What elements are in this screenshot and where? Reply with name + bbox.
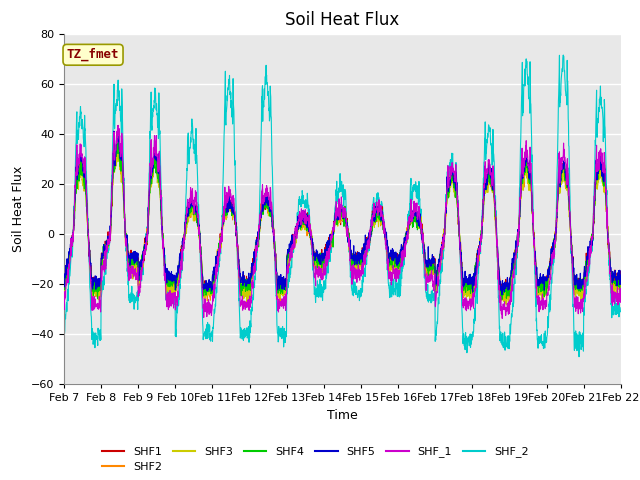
SHF4 <box>358 259 366 264</box>
Legend: SHF1, SHF2, SHF3, SHF4, SHF5, SHF_1, SHF_2: SHF1, SHF2, SHF3, SHF4, SHF5, SHF_1, SHF… <box>97 442 533 477</box>
SHF4 <box>617 275 625 281</box>
Line: SHF3: SHF3 <box>64 150 621 305</box>
Title: Soil Heat Flux: Soil Heat Flux <box>285 11 399 29</box>
SHF1 <box>371 211 378 216</box>
SHF4 <box>498 297 506 302</box>
SHF1 <box>568 252 575 258</box>
SHF4 <box>504 287 512 293</box>
SHF_2 <box>617 309 625 314</box>
Text: TZ_fmet: TZ_fmet <box>67 48 119 61</box>
SHF5 <box>60 283 68 289</box>
SHF1 <box>114 128 122 134</box>
SHF2 <box>113 140 121 145</box>
SHF_2 <box>584 281 591 287</box>
SHF5 <box>110 128 118 134</box>
SHF5 <box>504 282 512 288</box>
SHF5 <box>216 244 223 250</box>
SHF5 <box>358 251 366 257</box>
SHF1 <box>468 297 476 303</box>
SHF3 <box>504 299 512 304</box>
SHF3 <box>502 302 510 308</box>
SHF1 <box>504 292 512 298</box>
SHF_2 <box>60 335 68 340</box>
SHF4 <box>60 282 68 288</box>
SHF1 <box>216 248 223 254</box>
SHF3 <box>60 295 68 301</box>
SHF_1 <box>499 315 506 321</box>
SHF2 <box>568 245 575 251</box>
SHF_1 <box>60 297 68 303</box>
SHF4 <box>584 262 591 267</box>
SHF_1 <box>371 209 378 215</box>
Line: SHF_1: SHF_1 <box>64 125 621 318</box>
SHF2 <box>216 245 223 251</box>
SHF5 <box>584 257 591 263</box>
SHF2 <box>584 263 591 269</box>
SHF4 <box>568 242 575 248</box>
SHF5 <box>371 212 378 217</box>
SHF_1 <box>216 246 223 252</box>
SHF_1 <box>504 312 512 317</box>
SHF_2 <box>559 52 567 58</box>
SHF5 <box>498 292 506 298</box>
SHF2 <box>504 286 512 291</box>
SHF_1 <box>584 273 591 279</box>
SHF2 <box>358 258 366 264</box>
Y-axis label: Soil Heat Flux: Soil Heat Flux <box>12 166 25 252</box>
SHF_2 <box>504 346 512 351</box>
SHF3 <box>568 249 575 254</box>
Line: SHF5: SHF5 <box>64 131 621 295</box>
SHF5 <box>617 281 625 287</box>
SHF3 <box>584 264 591 270</box>
SHF2 <box>371 212 378 218</box>
SHF1 <box>617 268 625 274</box>
SHF4 <box>115 139 122 144</box>
SHF_2 <box>575 354 583 360</box>
SHF1 <box>584 261 591 266</box>
SHF_2 <box>358 277 366 283</box>
SHF3 <box>115 147 122 153</box>
SHF_1 <box>617 300 625 305</box>
SHF3 <box>216 245 223 251</box>
SHF3 <box>358 264 366 270</box>
SHF2 <box>503 300 511 305</box>
SHF_2 <box>215 262 223 267</box>
SHF_1 <box>358 265 366 271</box>
X-axis label: Time: Time <box>327 408 358 421</box>
SHF2 <box>617 283 625 288</box>
SHF_1 <box>568 244 575 250</box>
SHF_2 <box>568 257 575 263</box>
Line: SHF1: SHF1 <box>64 131 621 300</box>
SHF2 <box>60 281 68 287</box>
SHF5 <box>568 253 575 259</box>
SHF_2 <box>371 207 378 213</box>
SHF1 <box>60 280 68 286</box>
SHF4 <box>216 245 223 251</box>
SHF3 <box>371 216 378 222</box>
SHF3 <box>617 275 625 281</box>
SHF_1 <box>115 122 122 128</box>
SHF4 <box>371 217 378 223</box>
SHF1 <box>358 252 366 258</box>
Line: SHF4: SHF4 <box>64 142 621 300</box>
Line: SHF2: SHF2 <box>64 143 621 302</box>
Line: SHF_2: SHF_2 <box>64 55 621 357</box>
